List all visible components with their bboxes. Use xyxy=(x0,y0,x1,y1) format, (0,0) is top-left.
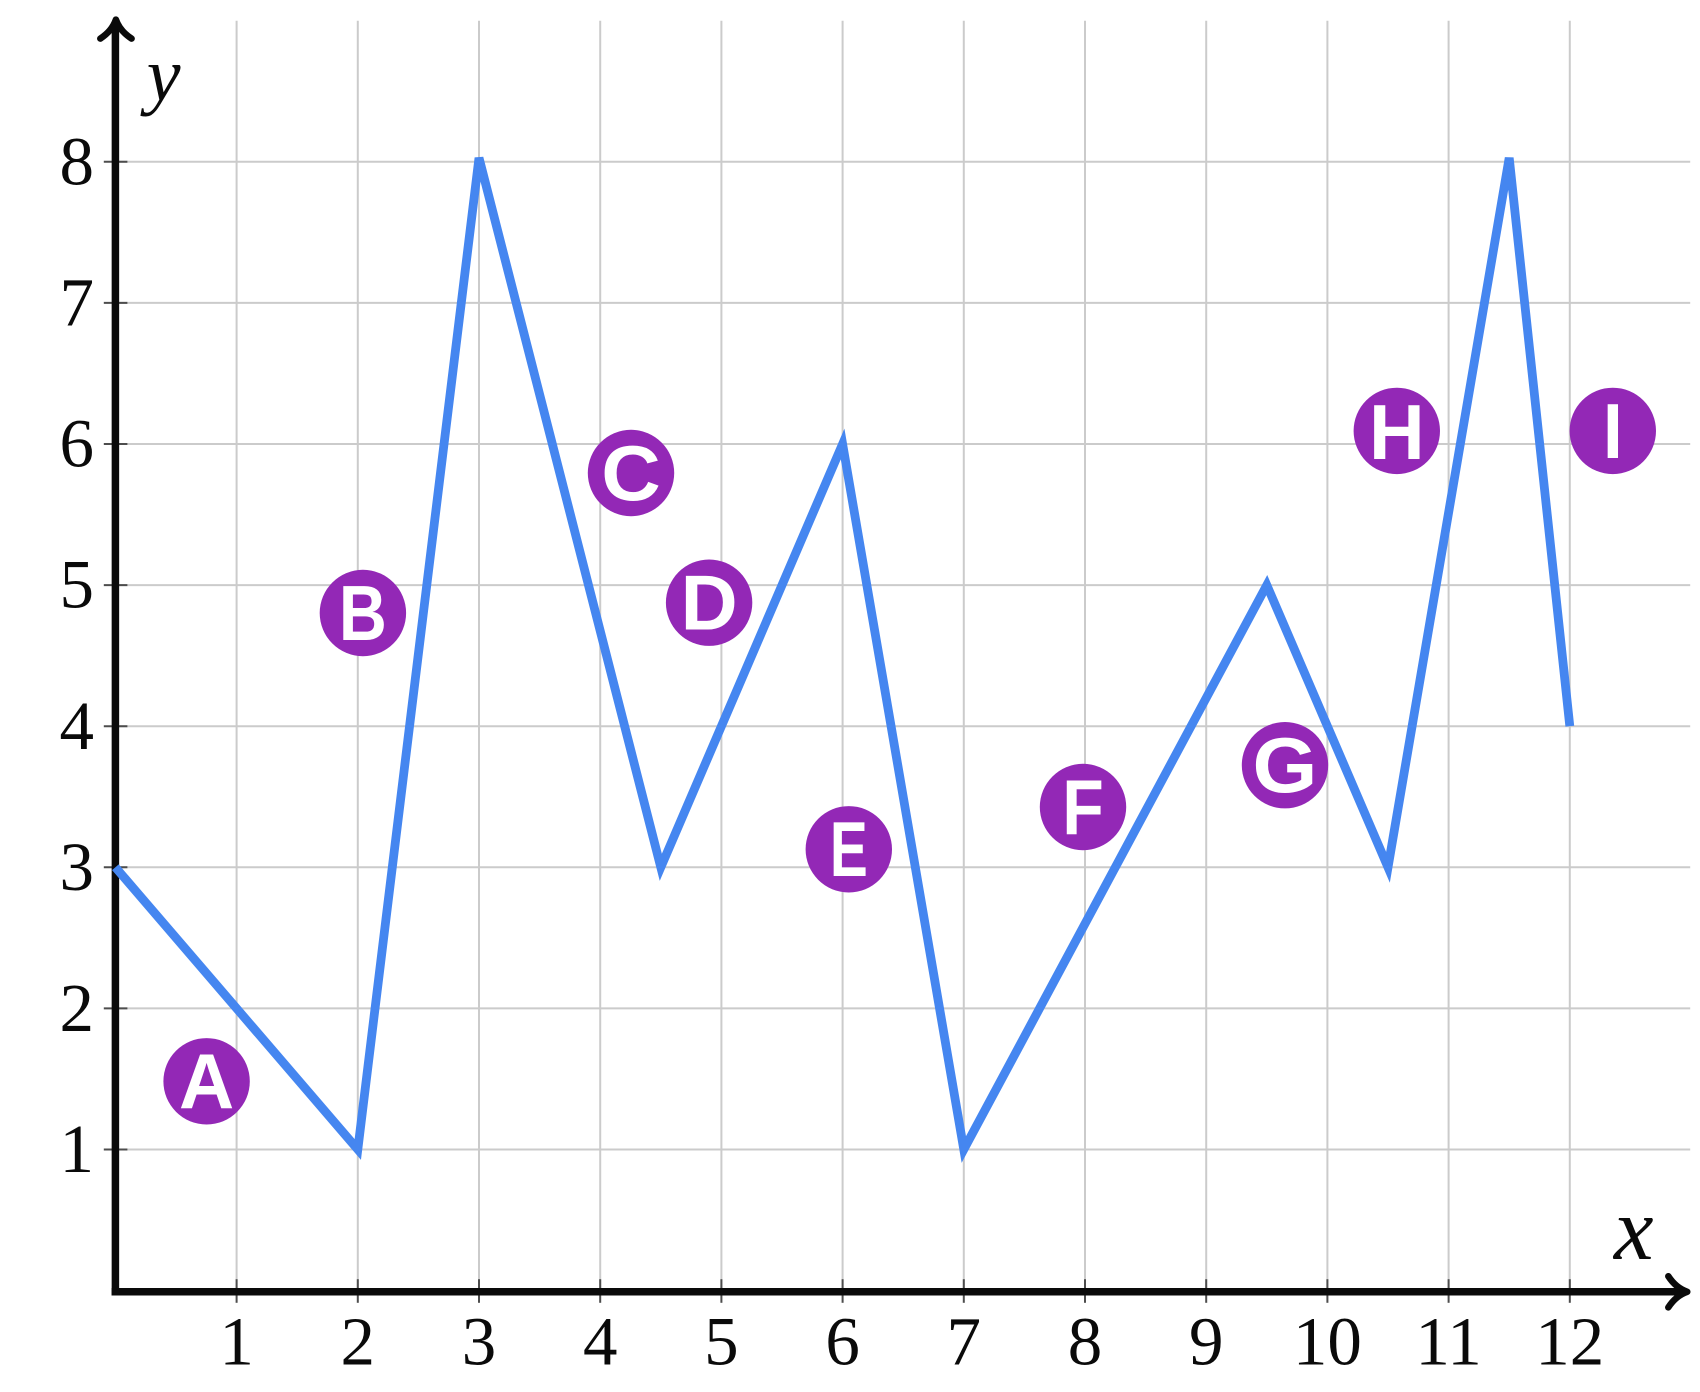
svg-text:y: y xyxy=(140,33,181,117)
svg-text:F: F xyxy=(1062,764,1104,851)
svg-text:G: G xyxy=(1253,723,1318,810)
svg-text:7: 7 xyxy=(947,1304,982,1380)
svg-text:x: x xyxy=(1612,1181,1654,1279)
svg-text:A: A xyxy=(179,1039,234,1126)
svg-text:H: H xyxy=(1369,390,1425,476)
svg-text:I: I xyxy=(1603,387,1623,474)
svg-text:E: E xyxy=(830,806,868,893)
svg-text:2: 2 xyxy=(341,1304,376,1380)
svg-text:5: 5 xyxy=(704,1304,739,1380)
svg-text:7: 7 xyxy=(60,265,95,341)
svg-text:B: B xyxy=(339,570,387,657)
svg-text:12: 12 xyxy=(1535,1304,1604,1380)
svg-text:9: 9 xyxy=(1189,1304,1224,1380)
svg-text:3: 3 xyxy=(60,829,95,905)
svg-text:4: 4 xyxy=(60,688,95,764)
svg-text:2: 2 xyxy=(60,970,95,1046)
svg-text:1: 1 xyxy=(219,1304,254,1380)
svg-text:6: 6 xyxy=(60,406,95,482)
svg-text:8: 8 xyxy=(60,123,95,199)
svg-text:11: 11 xyxy=(1415,1304,1481,1380)
svg-text:3: 3 xyxy=(462,1304,497,1380)
svg-text:10: 10 xyxy=(1293,1304,1362,1380)
svg-text:5: 5 xyxy=(60,547,95,623)
svg-text:6: 6 xyxy=(825,1304,860,1380)
svg-text:4: 4 xyxy=(583,1304,618,1380)
svg-text:8: 8 xyxy=(1068,1304,1103,1380)
svg-text:1: 1 xyxy=(60,1111,95,1187)
svg-text:D: D xyxy=(681,559,738,646)
svg-text:C: C xyxy=(601,430,661,517)
